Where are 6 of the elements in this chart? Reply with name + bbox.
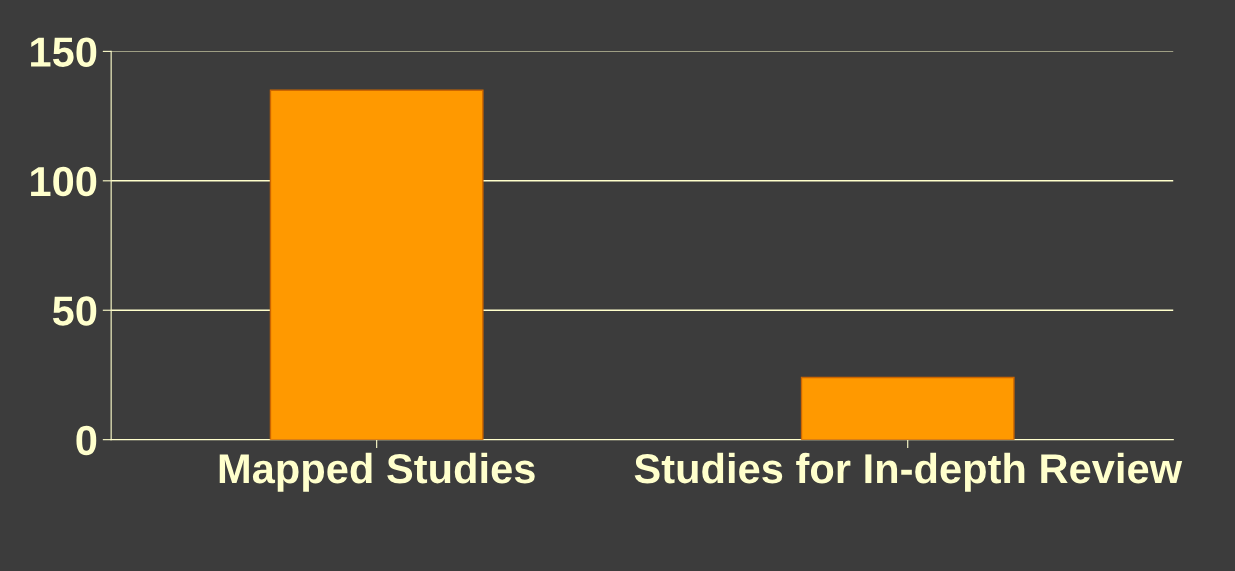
y-tick-label: 50 — [52, 296, 97, 326]
y-tick-label: 150 — [31, 37, 97, 67]
x-tick-label: Mapped Studies — [219, 452, 535, 492]
y-tick-label: 0 — [76, 425, 97, 456]
x-tick-label: Studies for In-depth Review — [634, 452, 1183, 492]
y-tick-label: 100 — [31, 166, 97, 197]
